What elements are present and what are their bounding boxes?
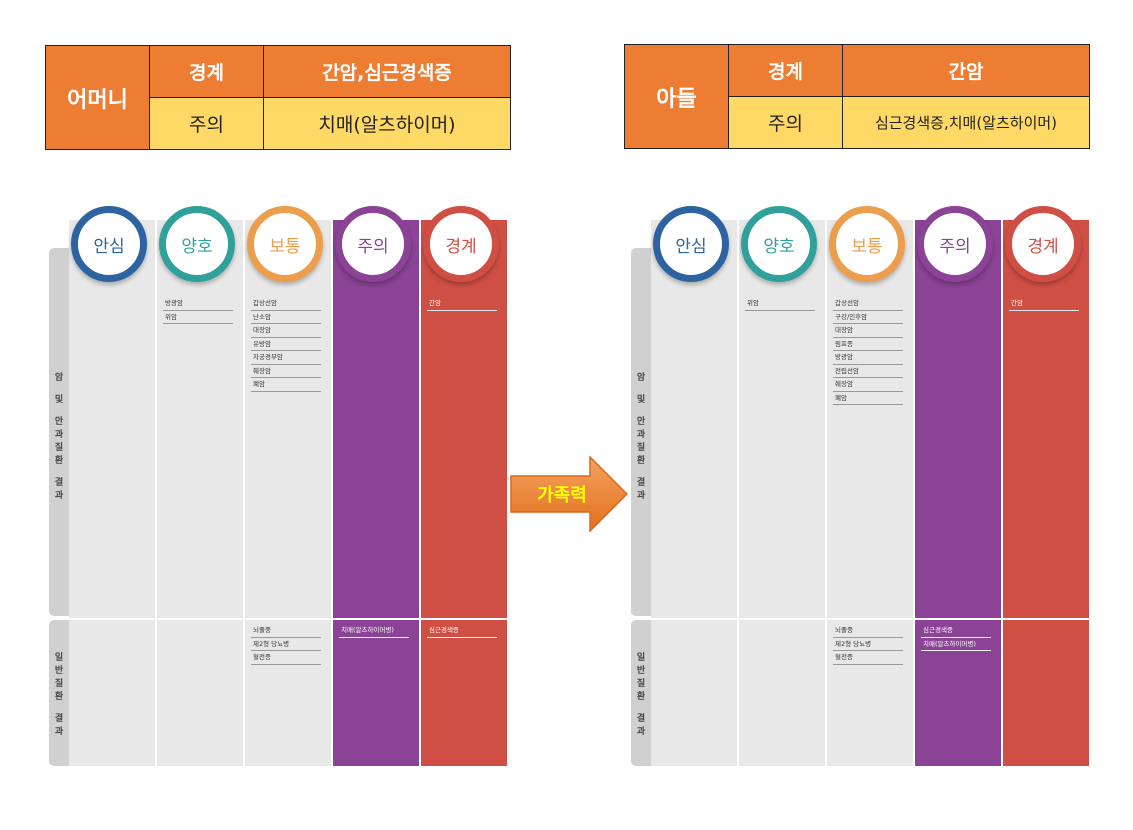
level-badge-safe: 안심 [71,206,147,282]
caution-diseases: 간암 [842,44,1090,97]
list-item: 제2형 당뇨병 [251,638,321,651]
level-attention-label: 주의 [728,96,843,149]
column-attention [915,220,1001,766]
list-item: 림프종 [833,338,903,351]
list-item: 췌장암 [833,378,903,392]
list-item: 갑상선암 [251,297,321,311]
list-good-top: 방광암 위암 [163,297,233,324]
side-band-general [49,620,69,766]
level-badge-caution: 경계 [423,206,499,282]
column-caution [421,220,507,766]
level-badge-normal: 보통 [829,206,905,282]
level-badge-attention: 주의 [917,206,993,282]
list-item: 폐암 [251,378,321,392]
column-attention [333,220,419,766]
side-band-cancer [49,248,69,616]
list-normal-bottom: 뇌졸중 제2형 당뇨병 혈전증 [251,624,321,665]
level-badge-normal: 보통 [247,206,323,282]
list-item: 심근경색증 [427,624,497,638]
list-item: 방광암 [833,351,903,365]
attention-diseases: 치매(알츠하이머) [263,97,511,150]
list-caution-top: 간암 [1009,297,1079,311]
list-item: 자궁경부암 [251,351,321,365]
list-item: 치매(알츠하이머병) [921,638,991,651]
list-item: 치매(알츠하이머병) [339,624,409,638]
list-item: 뇌졸중 [833,624,903,638]
list-item: 구강/인후암 [833,311,903,324]
arrow-label: 가족력 [537,485,587,506]
column-caution [1003,220,1089,766]
attention-diseases: 심근경색증,치매(알츠하이머) [842,96,1090,149]
list-item: 혈전증 [251,651,321,665]
column-good [157,220,243,766]
list-normal-bottom: 뇌졸중 제2형 당뇨병 혈전증 [833,624,903,665]
level-attention-label: 주의 [149,97,264,150]
column-normal [245,220,331,766]
list-item: 심근경색증 [921,624,991,638]
list-item: 간암 [1009,297,1079,311]
level-badge-good: 양호 [159,206,235,282]
column-normal [827,220,913,766]
level-badge-caution: 경계 [1005,206,1081,282]
list-item: 방광암 [163,297,233,311]
caution-diseases: 간암,심근경색증 [263,45,511,98]
list-item: 난소암 [251,311,321,324]
side-band-cancer [631,248,651,616]
list-normal-top: 갑상선암 구강/인후암 대장암 림프종 방광암 전립선암 췌장암 폐암 [833,297,903,405]
list-item: 췌장암 [251,365,321,378]
list-item: 위암 [163,311,233,324]
list-item: 전립선암 [833,365,903,378]
list-item: 혈전증 [833,651,903,665]
list-attention-bottom: 심근경색증 치매(알츠하이머병) [921,624,991,651]
list-attention-bottom: 치매(알츠하이머병) [339,624,409,638]
person-label: 아들 [624,44,729,149]
level-badge-attention: 주의 [335,206,411,282]
side-band-general [631,620,651,766]
section-divider [651,618,1091,620]
list-normal-top: 갑상선암 난소암 대장암 유방암 자궁경부암 췌장암 폐암 [251,297,321,392]
column-safe [651,220,737,766]
person-label: 어머니 [45,45,150,150]
section-divider [69,618,509,620]
summary-table-son: 아들 경계 간암 주의 심근경색증,치매(알츠하이머) [624,44,1090,149]
list-item: 대장암 [833,324,903,338]
list-caution-top: 간암 [427,297,497,311]
list-good-top: 위암 [745,297,815,311]
column-safe [69,220,155,766]
list-item: 뇌졸중 [251,624,321,638]
level-caution-label: 경계 [728,44,843,97]
list-caution-bottom: 심근경색증 [427,624,497,638]
list-item: 간암 [427,297,497,311]
level-badge-good: 양호 [741,206,817,282]
list-item: 대장암 [251,324,321,338]
level-badge-safe: 안심 [653,206,729,282]
family-history-arrow [510,456,628,532]
list-item: 유방암 [251,338,321,351]
list-item: 갑상선암 [833,297,903,311]
list-item: 위암 [745,297,815,311]
list-item: 제2형 당뇨병 [833,638,903,651]
column-good [739,220,825,766]
list-item: 폐암 [833,392,903,405]
level-caution-label: 경계 [149,45,264,98]
summary-table-mother: 어머니 경계 간암,심근경색증 주의 치매(알츠하이머) [45,45,511,150]
